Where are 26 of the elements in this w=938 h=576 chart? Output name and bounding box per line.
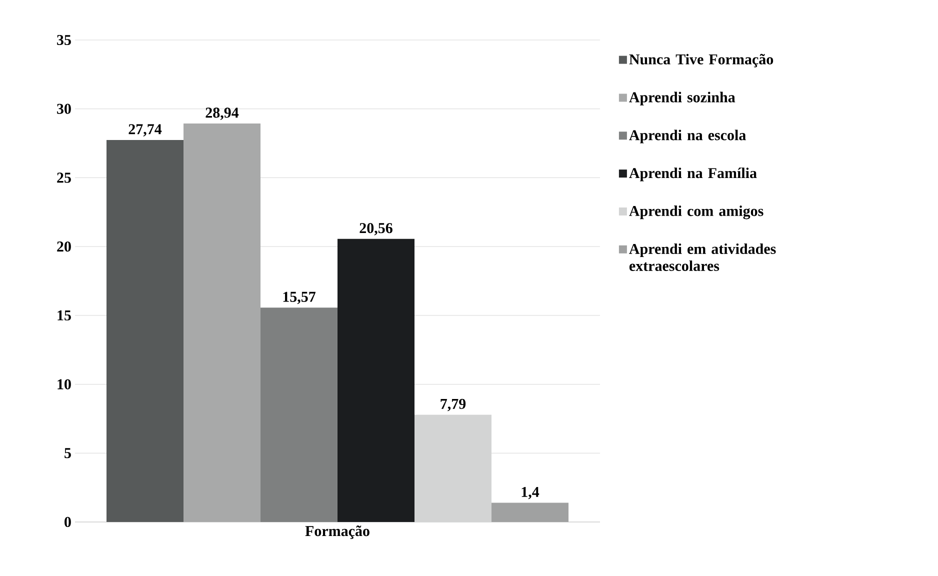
x-tick-label: Formação: [305, 526, 370, 540]
legend-label: Aprendi sozinha: [629, 92, 736, 106]
bar: [106, 140, 184, 522]
legend-label: Aprendi na Família: [629, 168, 757, 182]
legend-label: Aprendi com amigos: [629, 206, 764, 220]
data-label: 15,57: [283, 292, 316, 304]
bar: [491, 502, 568, 522]
data-label: 27,74: [128, 124, 162, 136]
data-label: 1,4: [522, 486, 540, 500]
bar: [338, 238, 414, 522]
y-tick-label: 0: [64, 516, 71, 528]
bar: [260, 308, 338, 522]
y-tick-label: 20: [57, 242, 71, 252]
y-tick-label: 10: [58, 379, 71, 390]
bar: [184, 123, 261, 522]
data-label: 7,79: [440, 398, 466, 412]
y-tick-label: 5: [64, 448, 71, 458]
legend-label: Aprendi em atividades extraescolares: [629, 243, 776, 271]
data-label: 20,56: [360, 223, 392, 236]
legend-label: Aprendi na escola: [629, 130, 746, 144]
legend-label: Nunca Tive Formação: [629, 54, 774, 68]
y-tick-label: 25: [57, 172, 71, 183]
y-tick-label: 35: [57, 34, 71, 46]
y-tick-label: 30: [57, 104, 71, 114]
y-tick-label: 15: [58, 310, 71, 320]
data-label: 28,94: [206, 108, 239, 120]
